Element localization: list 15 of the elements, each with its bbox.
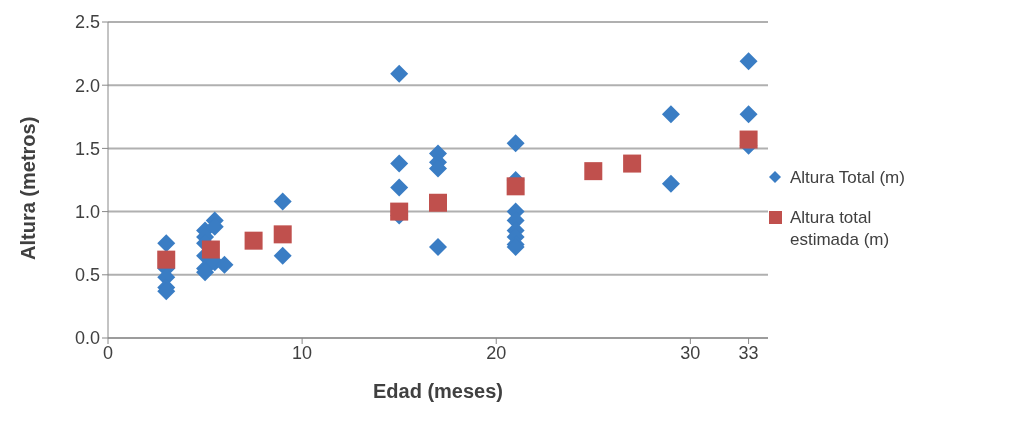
- x-tick-label: 0: [102, 342, 114, 363]
- y-tick-label: 2.0: [74, 75, 100, 96]
- y-tick-label: 2.5: [74, 12, 100, 33]
- x-tick-label: 33: [738, 342, 759, 363]
- legend-label: Altura Total (m): [790, 167, 905, 189]
- y-tick-label: 0.5: [74, 265, 100, 286]
- x-axis-title: Edad (meses): [372, 380, 504, 402]
- y-tick-label: 1.5: [74, 138, 100, 159]
- legend-label: Altura total estimada (m): [790, 207, 891, 251]
- x-tick-label: 10: [292, 342, 313, 363]
- x-tick-label: 30: [680, 342, 701, 363]
- y-axis-title: Altura (metros): [17, 116, 40, 260]
- y-tick-label: 1.0: [74, 201, 100, 222]
- y-tick-label: 0.0: [74, 328, 100, 349]
- x-tick-label: 20: [486, 342, 507, 363]
